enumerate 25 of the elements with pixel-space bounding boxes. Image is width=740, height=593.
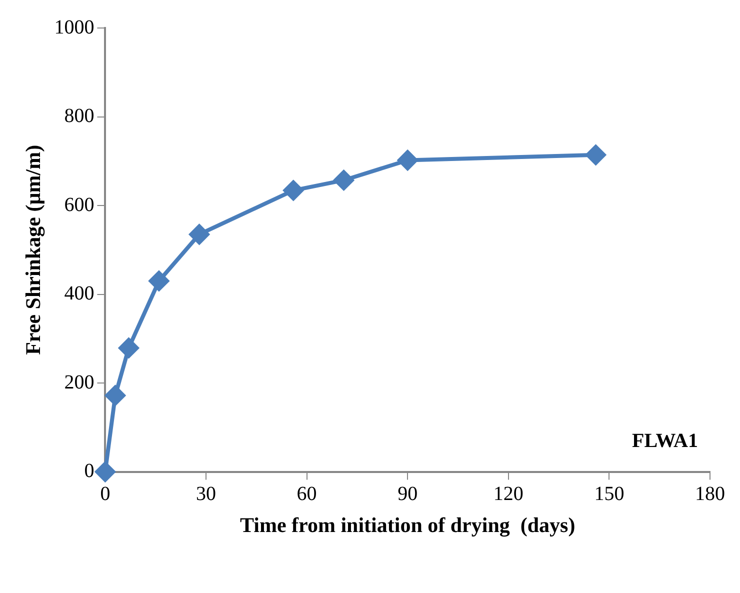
- y-tick-label: 800: [64, 105, 94, 128]
- x-tick-label: 60: [296, 483, 317, 506]
- point: [105, 385, 126, 406]
- y-tick-label: 0: [84, 460, 94, 482]
- x-axis-title: Time from initiation of drying (days): [240, 512, 576, 537]
- x-tick-label: 180: [695, 483, 725, 506]
- x-tick-label: 120: [493, 483, 524, 506]
- point: [189, 224, 210, 244]
- x-tick-label: 0: [100, 483, 110, 506]
- y-tick-label: 1000: [54, 16, 94, 38]
- point: [118, 338, 139, 358]
- point: [398, 150, 418, 170]
- annotation: FLWA1: [632, 430, 698, 452]
- x-tick-label: 150: [594, 483, 624, 506]
- point: [148, 270, 169, 291]
- y-tick-label: 600: [64, 194, 94, 216]
- y-tick-label: 400: [64, 282, 94, 305]
- x-tick-label: 90: [398, 483, 418, 506]
- x-tick-label: 30: [196, 483, 216, 506]
- point: [586, 144, 606, 165]
- point: [334, 170, 354, 190]
- y-axis-title: Free Shrinkage (µm/m): [21, 144, 46, 355]
- point: [95, 462, 116, 482]
- y-tick-label: 200: [64, 371, 94, 394]
- point: [283, 180, 304, 200]
